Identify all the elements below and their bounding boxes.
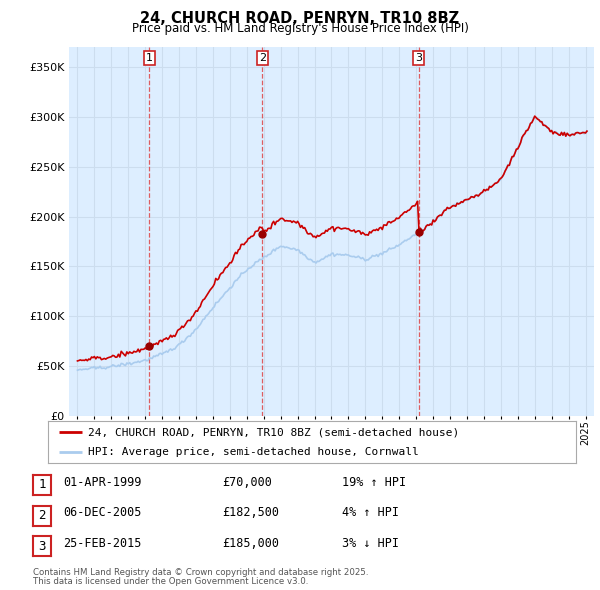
- Text: 24, CHURCH ROAD, PENRYN, TR10 8BZ (semi-detached house): 24, CHURCH ROAD, PENRYN, TR10 8BZ (semi-…: [88, 427, 459, 437]
- Text: 1: 1: [38, 478, 46, 491]
- Text: 2: 2: [38, 509, 46, 522]
- Text: 19% ↑ HPI: 19% ↑ HPI: [342, 476, 406, 489]
- Text: £182,500: £182,500: [222, 506, 279, 519]
- Text: £185,000: £185,000: [222, 537, 279, 550]
- Text: 25-FEB-2015: 25-FEB-2015: [63, 537, 142, 550]
- Text: 1: 1: [146, 53, 153, 63]
- Text: This data is licensed under the Open Government Licence v3.0.: This data is licensed under the Open Gov…: [33, 578, 308, 586]
- Text: 06-DEC-2005: 06-DEC-2005: [63, 506, 142, 519]
- Text: 2: 2: [259, 53, 266, 63]
- Text: HPI: Average price, semi-detached house, Cornwall: HPI: Average price, semi-detached house,…: [88, 447, 418, 457]
- Text: Price paid vs. HM Land Registry's House Price Index (HPI): Price paid vs. HM Land Registry's House …: [131, 22, 469, 35]
- Text: 3: 3: [415, 53, 422, 63]
- Text: £70,000: £70,000: [222, 476, 272, 489]
- Text: 4% ↑ HPI: 4% ↑ HPI: [342, 506, 399, 519]
- Text: 24, CHURCH ROAD, PENRYN, TR10 8BZ: 24, CHURCH ROAD, PENRYN, TR10 8BZ: [140, 11, 460, 25]
- Text: 3: 3: [38, 540, 46, 553]
- Text: Contains HM Land Registry data © Crown copyright and database right 2025.: Contains HM Land Registry data © Crown c…: [33, 568, 368, 577]
- Text: 3% ↓ HPI: 3% ↓ HPI: [342, 537, 399, 550]
- Text: 01-APR-1999: 01-APR-1999: [63, 476, 142, 489]
